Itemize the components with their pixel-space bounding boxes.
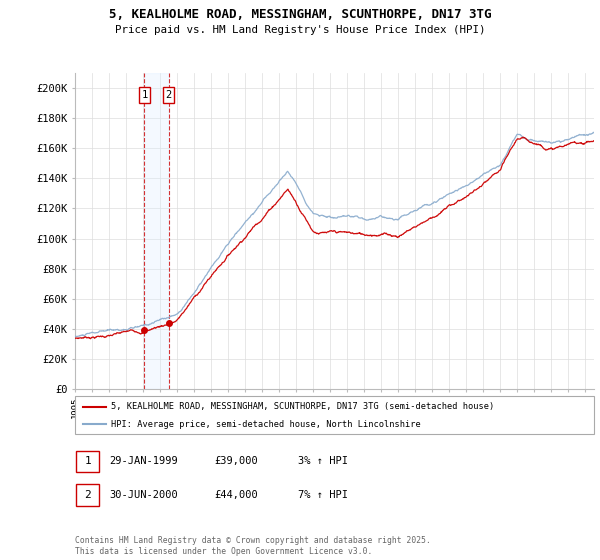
Text: 5, KEALHOLME ROAD, MESSINGHAM, SCUNTHORPE, DN17 3TG (semi-detached house): 5, KEALHOLME ROAD, MESSINGHAM, SCUNTHORP… (112, 402, 494, 411)
Text: 2: 2 (84, 490, 91, 500)
Text: 5, KEALHOLME ROAD, MESSINGHAM, SCUNTHORPE, DN17 3TG: 5, KEALHOLME ROAD, MESSINGHAM, SCUNTHORP… (109, 8, 491, 21)
Text: Price paid vs. HM Land Registry's House Price Index (HPI): Price paid vs. HM Land Registry's House … (115, 25, 485, 35)
Text: 2: 2 (166, 90, 172, 100)
Text: 29-JAN-1999: 29-JAN-1999 (109, 456, 178, 466)
Text: Contains HM Land Registry data © Crown copyright and database right 2025.
This d: Contains HM Land Registry data © Crown c… (75, 536, 431, 556)
Bar (145, 73, 169, 389)
Text: 30-JUN-2000: 30-JUN-2000 (109, 490, 178, 500)
Text: 1: 1 (84, 456, 91, 466)
Text: 3% ↑ HPI: 3% ↑ HPI (298, 456, 348, 466)
Text: 1: 1 (142, 90, 148, 100)
Text: 7% ↑ HPI: 7% ↑ HPI (298, 490, 348, 500)
Text: £44,000: £44,000 (214, 490, 258, 500)
Text: £39,000: £39,000 (214, 456, 258, 466)
Text: HPI: Average price, semi-detached house, North Lincolnshire: HPI: Average price, semi-detached house,… (112, 420, 421, 429)
